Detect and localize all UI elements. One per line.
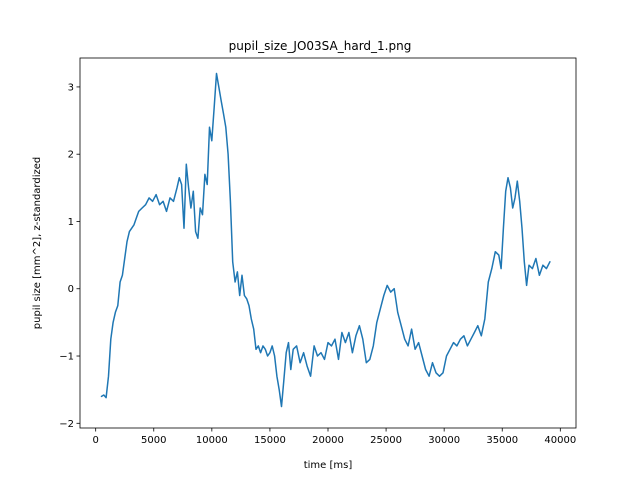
x-tick-label: 15000 [254, 435, 286, 446]
y-axis: −2 −1 0 1 2 3 [59, 82, 80, 430]
x-axis: 0 5000 10000 15000 20000 25000 30000 35000 40000 [92, 428, 576, 446]
x-tick-label: 35000 [486, 435, 518, 446]
x-tick-label: 10000 [196, 435, 228, 446]
y-tick-label: 1 [68, 217, 74, 228]
x-tick-label: 0 [92, 435, 98, 446]
x-axis-label: time [ms] [304, 460, 353, 471]
x-tick-label: 25000 [370, 435, 402, 446]
x-tick-label: 30000 [428, 435, 460, 446]
series-line [100, 72, 551, 408]
chart-title: pupil_size_JO03SA_hard_1.png [229, 39, 412, 53]
y-tick-label: −2 [59, 419, 74, 430]
y-tick-label: 2 [68, 150, 74, 161]
y-tick-label: 0 [68, 284, 74, 295]
y-tick-label: 3 [68, 82, 74, 93]
y-axis-label: pupil size [mm^2], z-standardized [32, 157, 43, 329]
x-tick-label: 20000 [312, 435, 344, 446]
x-tick-label: 5000 [141, 435, 166, 446]
plot-area [100, 72, 551, 408]
x-tick-label: 40000 [544, 435, 576, 446]
y-tick-label: −1 [59, 352, 74, 363]
